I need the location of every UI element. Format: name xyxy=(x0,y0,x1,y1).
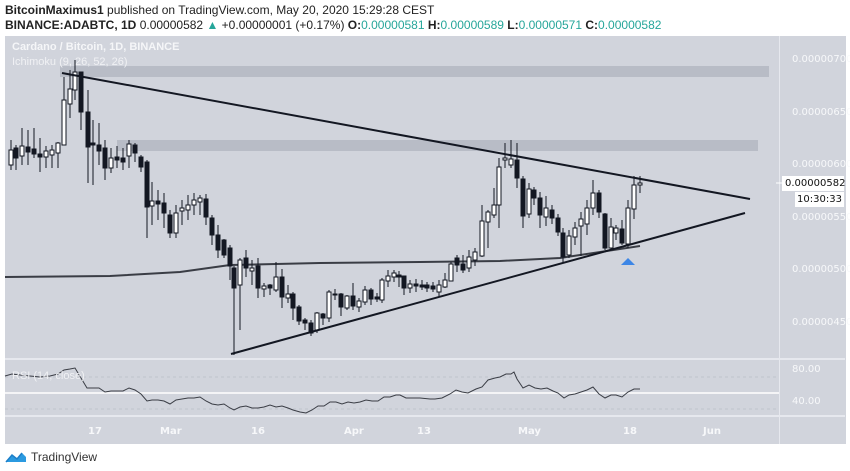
price-tick: 0.00000650 xyxy=(792,107,850,118)
time-tick: 13 xyxy=(417,426,431,437)
price-tick: 0.00000700 xyxy=(792,54,850,65)
time-tick: Jun xyxy=(703,426,721,437)
close-value: 0.00000582 xyxy=(598,18,662,32)
time-tick: May xyxy=(518,426,541,437)
price-tick: 0.00000550 xyxy=(792,212,850,223)
rsi-legend[interactable]: RSI (14, close) xyxy=(12,370,85,382)
resistance-zone-mid xyxy=(117,140,758,151)
descending-trendline xyxy=(61,72,751,200)
published-text: published on TradingView.com, May 20, 20… xyxy=(107,3,435,17)
rsi-line xyxy=(4,367,640,414)
tradingview-logo[interactable]: TradingView xyxy=(5,450,97,464)
rsi-tick: 80.00 xyxy=(792,364,821,375)
time-tick: 17 xyxy=(88,426,102,437)
bar-countdown: 10:30:33 xyxy=(795,192,844,207)
price-axis[interactable] xyxy=(779,36,846,444)
open-value: 0.00000581 xyxy=(361,18,425,32)
high-value: 0.00000589 xyxy=(440,18,504,32)
change: +0.00000001 (+0.17%) xyxy=(221,18,345,32)
time-tick: 18 xyxy=(623,426,637,437)
last-price: 0.00000582 xyxy=(139,18,204,32)
chart-legend-title: Cardano / Bitcoin, 1D, BINANCE xyxy=(12,41,180,53)
high-label: H: xyxy=(427,18,441,32)
time-tick: Apr xyxy=(344,426,364,437)
symbol: BINANCE:ADABTC, 1D xyxy=(5,18,137,32)
price-tick: 0.00000600 xyxy=(792,159,850,170)
open-label: O: xyxy=(347,18,362,32)
up-arrow-marker xyxy=(621,258,635,265)
ohlc-bar: BINANCE:ADABTC, 1D 0.00000582 ▲ +0.00000… xyxy=(5,18,661,32)
author-name[interactable]: BitcoinMaximus1 xyxy=(5,3,104,17)
resistance-zone-top xyxy=(60,66,769,77)
tradingview-cloud-icon xyxy=(5,452,26,463)
ascending-trendline xyxy=(230,212,746,355)
time-tick: Mar xyxy=(160,426,182,437)
up-arrow-icon: ▲ xyxy=(206,18,219,32)
low-value: 0.00000571 xyxy=(518,18,583,32)
indicator-legend[interactable]: Ichimoku (9, 26, 52, 26) xyxy=(12,56,128,68)
rsi-tick: 40.00 xyxy=(792,396,821,407)
publish-info: BitcoinMaximus1 published on TradingView… xyxy=(5,3,434,17)
close-label: C: xyxy=(585,18,599,32)
price-tick: 0.00000500 xyxy=(792,264,850,275)
low-label: L: xyxy=(507,18,519,32)
current-price-label: 0.00000582 xyxy=(782,176,845,191)
moving-average-line xyxy=(4,245,641,278)
time-tick: 16 xyxy=(251,426,265,437)
price-tick: 0.00000450 xyxy=(792,317,850,328)
brand-name: TradingView xyxy=(31,450,98,464)
